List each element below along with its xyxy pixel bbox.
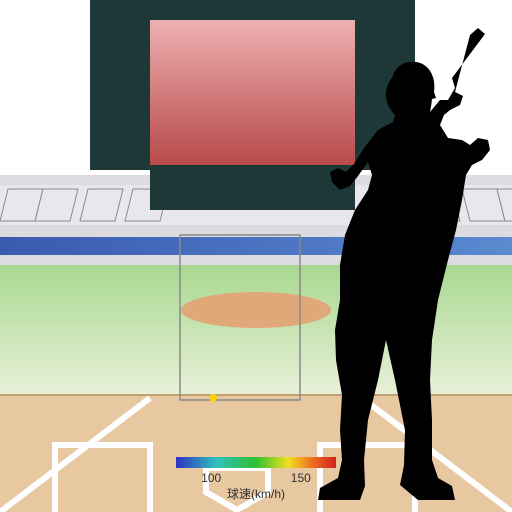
scoreboard-base	[150, 170, 355, 210]
pitch-marker	[209, 394, 217, 402]
legend-label: 球速(km/h)	[227, 487, 285, 501]
legend-tick: 150	[291, 471, 311, 485]
pitchers-mound	[181, 292, 331, 328]
speed-legend-bar	[176, 457, 336, 468]
pitch-location-chart: 100 150 球速(km/h)	[0, 0, 512, 512]
stands-panel	[80, 189, 123, 221]
legend-tick: 100	[201, 471, 221, 485]
scoreboard-screen	[150, 20, 355, 165]
stands-panel	[35, 189, 78, 221]
